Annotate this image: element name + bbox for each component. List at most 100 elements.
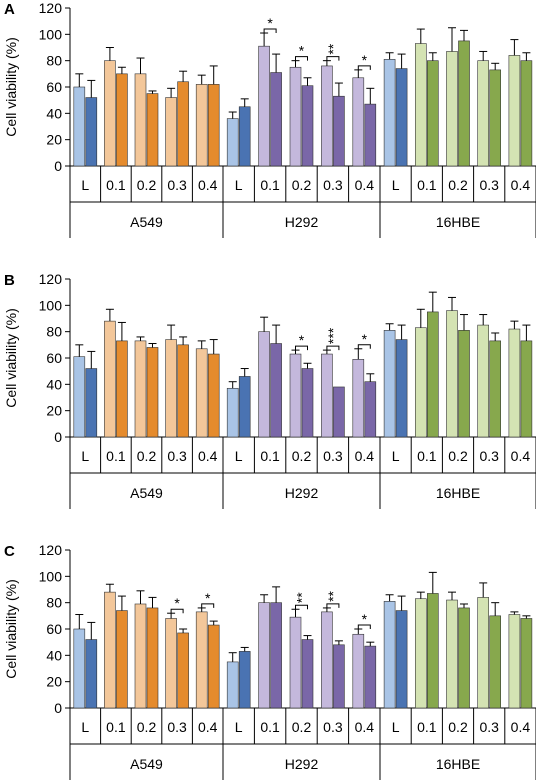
y-tick-label: 120: [39, 542, 63, 558]
bar: [289, 616, 302, 709]
category-label: L: [392, 448, 400, 464]
y-tick-label: 20: [46, 674, 62, 690]
significance-stars: *: [362, 611, 368, 627]
bar: [333, 95, 345, 167]
bar: [321, 353, 333, 438]
bar: [489, 615, 502, 709]
group-A549: L 0.1 0.2 0.3 0.4 A549: [69, 308, 224, 509]
group-A549: L 0.1 0.2 0.3 0.4 A549: [69, 47, 224, 238]
bar: [165, 339, 177, 438]
bar: [520, 340, 533, 438]
bar: [508, 614, 521, 709]
category-label: 0.3: [479, 719, 499, 735]
category-label: 0.2: [448, 719, 468, 735]
category-label: L: [235, 177, 243, 193]
category-label: L: [392, 719, 400, 735]
bar: [352, 77, 365, 167]
category-label: 0.2: [137, 719, 157, 735]
bar: [146, 347, 159, 438]
group-label: H292: [285, 214, 319, 230]
group-label: A549: [130, 214, 163, 230]
category-label: 0.3: [479, 177, 499, 193]
significance-stars: *: [174, 595, 180, 611]
bar: [383, 601, 396, 709]
significance-stars: **: [325, 590, 341, 601]
y-axis-label: Cell viability (%): [3, 37, 19, 137]
panel-letter: A: [4, 1, 15, 18]
category-label: 0.2: [292, 177, 312, 193]
bar: [177, 632, 189, 709]
bar: [458, 40, 470, 167]
significance-bracket: [295, 345, 308, 351]
bar: [446, 310, 458, 438]
bar: [426, 60, 439, 167]
bar: [270, 72, 282, 167]
bar: [446, 599, 458, 709]
bar: [258, 331, 270, 438]
bar: [520, 60, 533, 167]
category-label: 0.4: [355, 177, 375, 193]
category-label: L: [235, 719, 243, 735]
bar: [238, 376, 251, 438]
category-label: 0.2: [292, 719, 312, 735]
bar: [207, 353, 220, 438]
bar: [426, 593, 439, 709]
bar: [352, 633, 365, 709]
significance-stars: *: [205, 590, 211, 606]
bar: [226, 118, 239, 167]
y-tick-label: 60: [46, 621, 62, 637]
category-label: L: [81, 177, 89, 193]
bar: [104, 60, 116, 167]
significance-bracket: [357, 344, 371, 349]
bar: [207, 84, 220, 167]
significance-stars: ***: [325, 327, 341, 344]
significance-bracket: [263, 28, 277, 34]
bar: [321, 611, 333, 709]
bar: [104, 320, 116, 438]
y-tick-label: 40: [46, 647, 62, 663]
y-axis-label: Cell viability (%): [3, 308, 19, 408]
bar: [73, 356, 86, 438]
y-tick-label: 40: [46, 105, 62, 121]
bar: [258, 602, 270, 709]
y-tick-label: 0: [54, 429, 62, 445]
significance-stars: *: [267, 15, 273, 31]
y-tick-label: 100: [39, 568, 63, 584]
bar: [301, 639, 314, 709]
bar: [446, 51, 458, 167]
bar: [477, 597, 490, 709]
group-H292: L 0.1 * 0.2 * 0.3 ** 0.4 * H292: [226, 15, 381, 238]
bar: [177, 81, 189, 167]
bar: [134, 603, 147, 709]
significance-bracket: [326, 56, 340, 61]
group-label: 16HBE: [436, 756, 480, 772]
bar: [146, 93, 159, 167]
category-label: 0.1: [106, 448, 126, 464]
bar: [489, 340, 502, 438]
bar: [414, 327, 427, 438]
bar: [165, 97, 177, 167]
bar: [289, 353, 302, 438]
bar: [364, 381, 377, 438]
bar: [458, 607, 470, 709]
category-label: 0.1: [106, 719, 126, 735]
bar: [195, 84, 208, 167]
group-label: A549: [130, 756, 163, 772]
category-label: 0.4: [355, 719, 375, 735]
category-label: 0.4: [511, 448, 531, 464]
y-tick-label: 120: [39, 0, 63, 16]
category-label: 0.3: [167, 719, 187, 735]
panel-A: A Cell viability (%) 0 20 40 60 80 100 120 L 0.1 0.…: [3, 0, 536, 238]
bar: [116, 610, 128, 709]
bar: [85, 97, 98, 167]
bar: [458, 330, 470, 438]
category-label: 0.4: [355, 448, 375, 464]
bar: [85, 639, 98, 709]
bar: [321, 65, 333, 167]
y-tick-label: 60: [46, 350, 62, 366]
bar: [238, 651, 251, 709]
category-label: 0.1: [106, 177, 126, 193]
group-A549: L 0.1 0.2 0.3 * 0.4 * A549: [69, 583, 224, 780]
category-label: L: [392, 177, 400, 193]
